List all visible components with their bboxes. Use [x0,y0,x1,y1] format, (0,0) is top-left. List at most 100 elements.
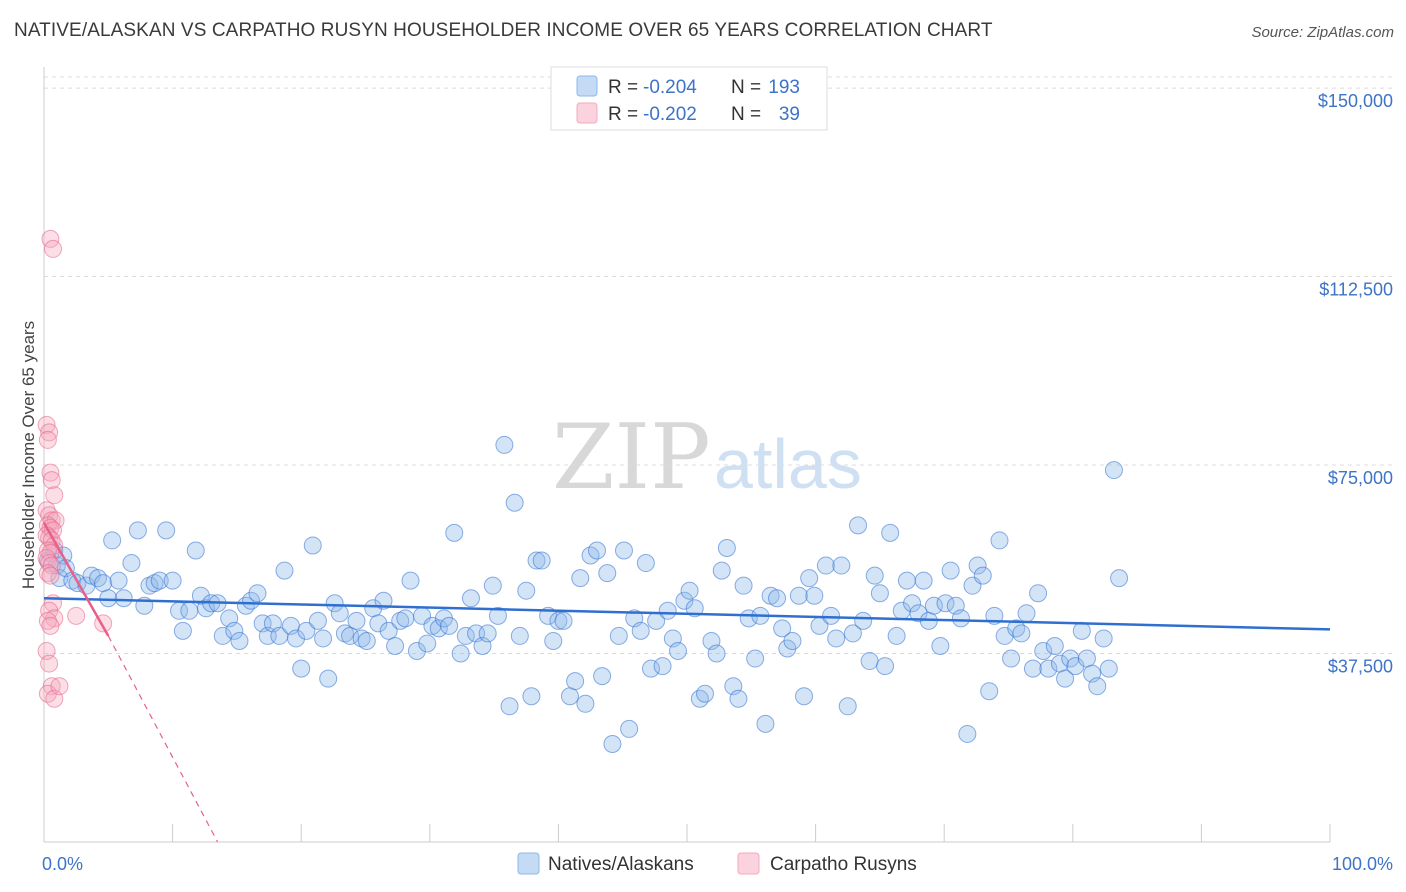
natives-point [314,629,333,648]
rusyns-point [40,423,59,442]
natives-point [303,536,322,555]
natives-point [631,621,650,640]
natives-point [712,561,731,580]
natives-point [1088,677,1107,696]
y-tick-label: $112,500 [1319,280,1393,300]
natives-point [308,611,327,630]
watermark-atlas: atlas [714,425,862,503]
natives-point [335,624,354,643]
natives-point [1099,659,1118,678]
rusyns-point [37,415,56,434]
legend-swatch-blue [576,75,598,97]
natives-point [593,667,612,686]
legend-r-value-2: -0.202 [643,104,697,125]
natives-point [549,611,568,630]
natives-point [445,523,464,542]
natives-point [603,734,622,753]
rusyns-point [67,606,86,625]
natives-point [248,584,267,603]
natives-point [89,569,108,588]
natives-point [544,631,563,650]
natives-point [968,556,987,575]
natives-point [1072,621,1091,640]
natives-point [566,672,585,691]
natives-point [173,621,192,640]
rusyns-point [42,471,61,490]
natives-point [391,611,410,630]
natives-point [941,561,960,580]
natives-point [838,697,857,716]
natives-point [418,634,437,653]
natives-point [456,626,475,645]
natives-point [1077,649,1096,668]
natives-point [576,694,595,713]
x-tick-label-min: 0.0% [42,854,83,874]
natives-point [554,611,573,630]
natives-point [789,586,808,605]
natives-point [854,611,873,630]
carpatho-rusyns-points [37,229,113,708]
natives-point [1039,659,1058,678]
natives-point [99,589,118,608]
natives-point [1104,461,1123,480]
natives-point [517,581,536,600]
natives-point [1110,569,1129,588]
tick-labels: $37,500 $75,000 $112,500 $150,000 0.0% 100.0% [42,91,1393,874]
natives-point [401,571,420,590]
natives-point [483,576,502,595]
natives-point [1023,659,1042,678]
natives-point [522,687,541,706]
natives-point [369,614,388,633]
y-tick-label: $37,500 [1328,657,1393,677]
natives-point [909,604,928,623]
natives-point [451,644,470,663]
natives-point [407,642,426,661]
natives-point [1056,669,1075,688]
natives-point [887,626,906,645]
chart-title: NATIVE/ALASKAN VS CARPATHO RUSYN HOUSEHO… [14,20,993,41]
legend: R = -0.204 N = 193 R = -0.202 N = 39 [550,66,828,131]
natives-point [236,596,255,615]
natives-point [225,621,244,640]
natives-point [881,523,900,542]
natives-point [297,621,316,640]
natives-point [832,556,851,575]
rusyns-point [38,430,57,449]
natives-point [128,521,147,540]
trend-lines [42,522,1331,843]
natives-point [843,624,862,643]
bottom-legend-swatch-pink [737,852,760,875]
natives-point [103,531,122,550]
natives-point [505,493,524,512]
natives-point [707,644,726,663]
natives-point [609,626,628,645]
rusyns-point [41,463,60,482]
natives-point [903,594,922,613]
rusyns-point [41,616,60,635]
rusyns-point [38,611,57,630]
natives-point [163,571,182,590]
natives-point [157,521,176,540]
natives-point [357,631,376,650]
natives-point [870,584,889,603]
natives-point [680,581,699,600]
natives-point [352,629,371,648]
natives-point [379,621,398,640]
natives-point [180,601,199,620]
natives-point [931,636,950,655]
natives-point [990,531,1009,550]
y-axis-label: Householder Income Over 65 years [19,321,38,589]
rusyns-point [41,566,60,585]
natives-point [1002,649,1021,668]
natives-point [756,714,775,733]
x-tick-label-max: 100.0% [1332,854,1393,874]
natives-point [287,629,306,648]
rusyns-point [40,654,59,673]
natives-point [860,652,879,671]
natives-point [488,606,507,625]
natives-point [768,589,787,608]
natives-point [805,586,824,605]
natives-point [816,556,835,575]
natives-point [876,657,895,676]
